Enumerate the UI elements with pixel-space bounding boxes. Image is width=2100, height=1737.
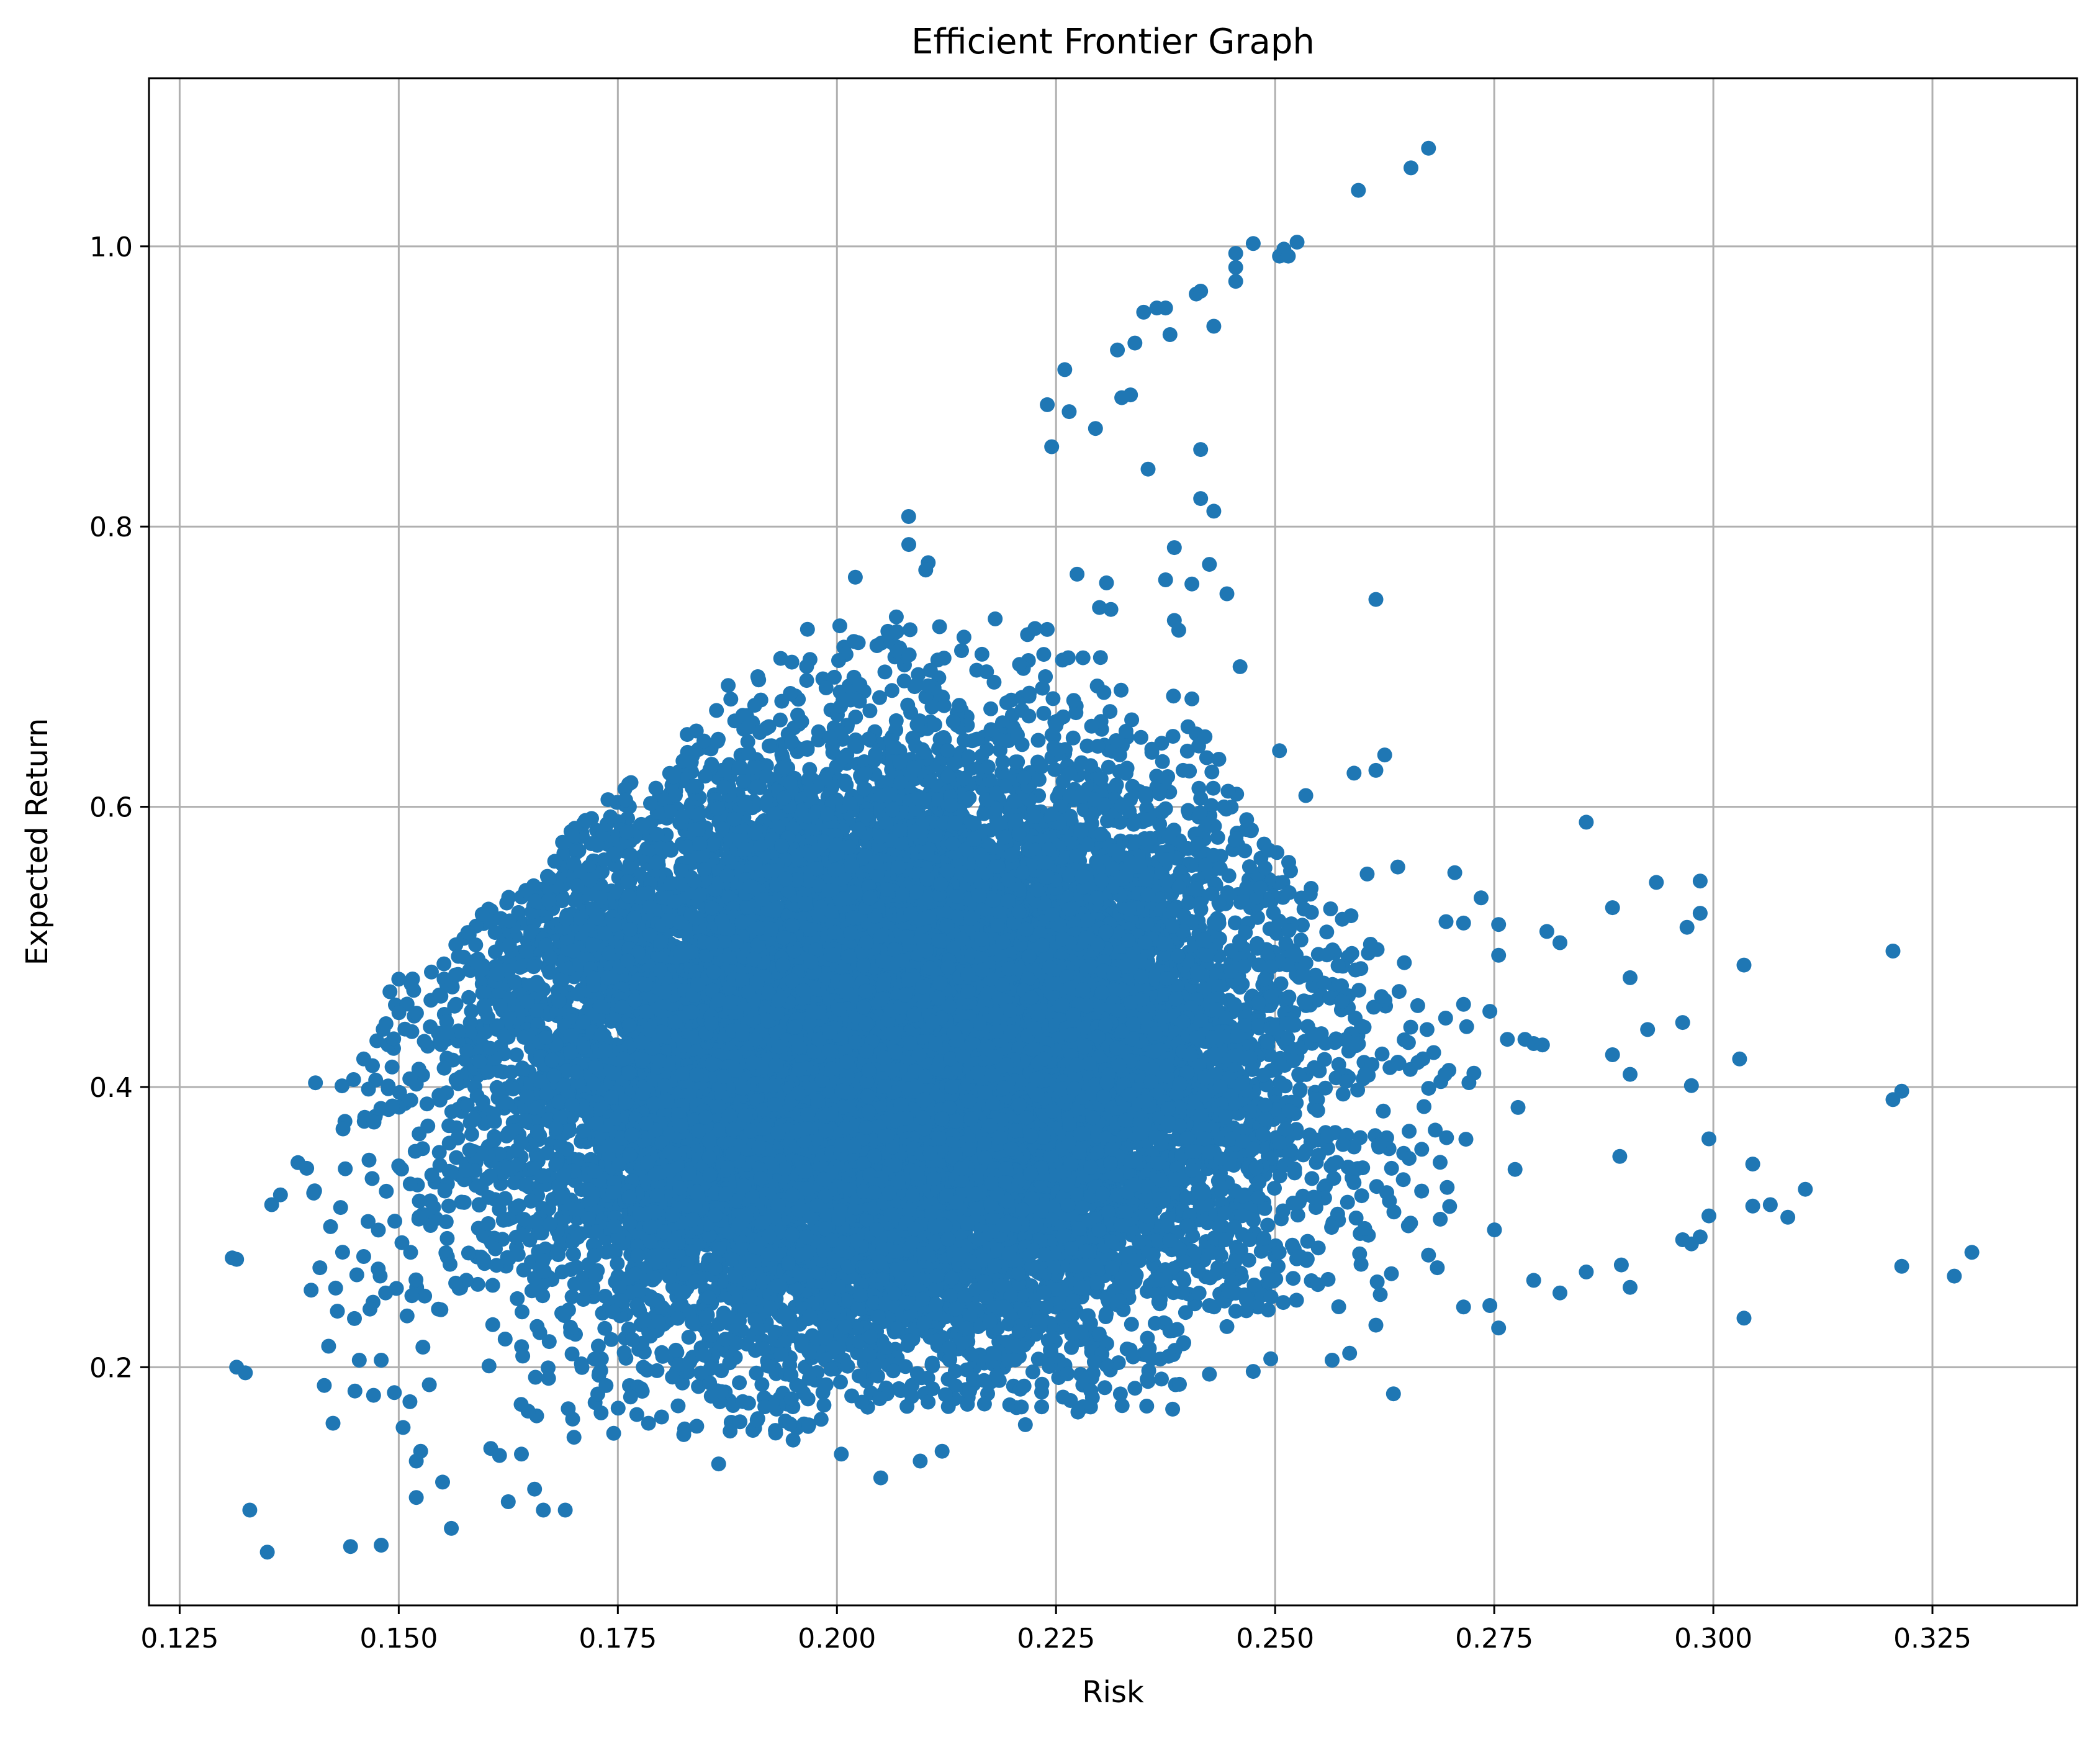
- scatter-point: [893, 1383, 909, 1399]
- scatter-point: [402, 1394, 418, 1409]
- scatter-point: [384, 1059, 400, 1075]
- scatter-point: [1065, 730, 1081, 746]
- scatter-point: [1172, 1376, 1187, 1392]
- scatter-point: [654, 1409, 669, 1425]
- scatter-point: [954, 643, 969, 658]
- scatter-point: [421, 1377, 437, 1392]
- scatter-point: [921, 1394, 936, 1410]
- scatter-point: [1154, 1371, 1169, 1387]
- scatter-point: [1421, 1081, 1436, 1096]
- scatter-point: [391, 1158, 407, 1173]
- scatter-point: [1402, 1124, 1417, 1139]
- scatter-point: [1140, 1330, 1155, 1346]
- scatter-point: [510, 1291, 525, 1306]
- scatter-point: [670, 1398, 686, 1414]
- scatter-point: [394, 1235, 410, 1250]
- scatter-point: [335, 1078, 349, 1094]
- scatter-point: [1242, 1232, 1257, 1248]
- scatter-point: [1166, 688, 1181, 704]
- scatter-point: [597, 1320, 613, 1336]
- scatter-point: [1068, 705, 1084, 721]
- scatter-point: [1400, 1035, 1416, 1050]
- scatter-point: [800, 621, 815, 637]
- scatter-point: [441, 1118, 457, 1134]
- scatter-point: [366, 1387, 381, 1403]
- scatter-point: [1395, 1172, 1411, 1188]
- scatter-point: [869, 638, 885, 653]
- scatter-point: [956, 629, 971, 645]
- scatter-point: [323, 1219, 338, 1234]
- scatter-point: [1507, 1162, 1523, 1177]
- scatter-point: [1284, 1237, 1300, 1253]
- scatter-point: [1155, 754, 1170, 769]
- scatter-point: [1178, 1305, 1193, 1320]
- scatter-point: [1510, 1099, 1526, 1115]
- scatter-point: [1045, 691, 1061, 706]
- scatter-point: [986, 674, 1002, 690]
- scatter-point: [1114, 682, 1129, 698]
- scatter-point: [740, 734, 755, 749]
- scatter-point: [782, 1416, 798, 1432]
- scatter-point: [464, 1003, 479, 1019]
- scatter-point: [1204, 764, 1220, 780]
- scatter-point: [1070, 566, 1085, 582]
- scatter-point: [1433, 1211, 1448, 1227]
- scatter-point: [681, 1330, 696, 1345]
- scatter-point: [1103, 602, 1119, 617]
- scatter-point: [387, 1214, 402, 1229]
- scatter-point: [1260, 1217, 1276, 1233]
- scatter-point: [1440, 1180, 1455, 1195]
- scatter-point: [346, 1072, 361, 1087]
- scatter-point: [1040, 621, 1055, 637]
- scatter-point: [773, 712, 788, 728]
- scatter-point: [1227, 915, 1243, 931]
- scatter-point: [508, 1047, 524, 1063]
- scatter-point: [481, 1358, 497, 1374]
- points-layer: [225, 140, 1980, 1560]
- scatter-point: [813, 1412, 829, 1427]
